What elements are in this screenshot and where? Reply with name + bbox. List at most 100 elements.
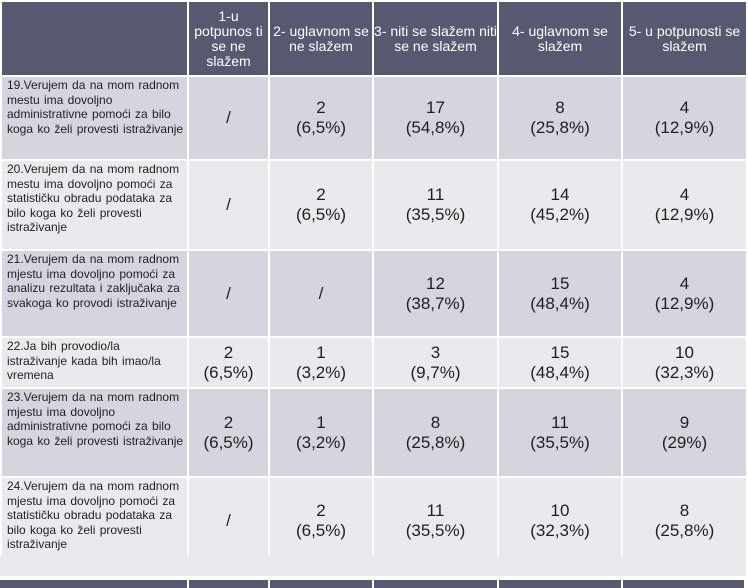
percent: (9,7%) xyxy=(410,362,461,382)
value-cell: 1 (3,2%) xyxy=(268,336,374,389)
count: 12 xyxy=(426,273,445,293)
value-cell: 15 (48,4%) xyxy=(497,249,623,338)
value-cell: / xyxy=(187,249,270,338)
count: 2 xyxy=(316,98,326,117)
value-cell: 15 (48,4%) xyxy=(497,336,623,389)
value-cell: 2 (6,5%) xyxy=(268,159,374,251)
percent: (25,8%) xyxy=(654,520,715,540)
value-cell: 11 (35,5%) xyxy=(372,476,499,565)
header-row: 1-u potpunos ti se ne slažem 2- uglavnom… xyxy=(0,0,748,77)
value-cell: 3 (9,7%) xyxy=(372,336,499,389)
percent: (48,4%) xyxy=(530,293,590,313)
percent: (6,5%) xyxy=(295,205,347,224)
statement-cell: 21.Verujem da na mom radnom mjestu ima d… xyxy=(0,249,189,338)
count: / xyxy=(226,283,231,303)
table-row: 19.Verujem da na mom radnom mestu ima do… xyxy=(0,75,748,161)
percent: (12,9%) xyxy=(654,205,715,224)
count: 2 xyxy=(223,342,234,362)
strip-segment xyxy=(270,580,374,588)
percent: (35,5%) xyxy=(405,520,466,540)
value-cell: 9 (29%) xyxy=(621,387,748,478)
strip-segment xyxy=(623,580,746,588)
next-table-header-strip xyxy=(0,580,746,588)
count: 4 xyxy=(679,98,690,117)
percent: (54,8%) xyxy=(405,118,466,137)
value-cell: 1 (3,2%) xyxy=(268,387,374,478)
table-bottom-spacer xyxy=(0,556,746,576)
count: 17 xyxy=(426,98,445,117)
value-cell: / xyxy=(187,159,270,251)
survey-table: 1-u potpunos ti se ne slažem 2- uglavnom… xyxy=(0,0,748,565)
percent: (35,5%) xyxy=(530,432,590,452)
header-col-3: 3- niti se slažem niti se ne slažem xyxy=(372,0,499,77)
count: 10 xyxy=(675,342,694,362)
header-col-5: 5- u potpunosti se slažem xyxy=(621,0,748,77)
strip-segment xyxy=(0,580,189,588)
statement-cell: 24.Verujem da na mom radnom mjestu ima d… xyxy=(0,476,189,565)
percent: (32,3%) xyxy=(654,362,715,382)
count: / xyxy=(226,108,231,127)
value-cell: 8 (25,8%) xyxy=(497,75,623,161)
percent: (25,8%) xyxy=(530,118,590,137)
count: 15 xyxy=(550,342,570,362)
percent: (29%) xyxy=(661,432,708,452)
value-cell: 2 (6,5%) xyxy=(187,387,270,478)
table-row: 24.Verujem da na mom radnom mjestu ima d… xyxy=(0,476,748,565)
value-cell: / xyxy=(187,75,270,161)
statement-cell: 19.Verujem da na mom radnom mestu ima do… xyxy=(0,75,189,161)
percent: (32,3%) xyxy=(530,520,590,540)
value-cell: 11 (35,5%) xyxy=(372,159,499,251)
value-cell: 14 (45,2%) xyxy=(497,159,623,251)
strip-segment xyxy=(499,580,623,588)
percent: (45,2%) xyxy=(530,205,590,224)
percent: (35,5%) xyxy=(405,205,466,224)
strip-segment xyxy=(374,580,499,588)
count: 9 xyxy=(679,412,690,432)
count: 4 xyxy=(679,185,690,204)
count: 11 xyxy=(551,412,569,432)
value-cell: / xyxy=(268,249,374,338)
count: 2 xyxy=(316,185,326,204)
value-cell: 11 (35,5%) xyxy=(497,387,623,478)
value-cell: 2 (6,5%) xyxy=(268,75,374,161)
count: / xyxy=(226,510,231,530)
header-col-2: 2- uglavnom se ne slažem xyxy=(268,0,374,77)
percent: (6,5%) xyxy=(203,362,254,382)
count: 11 xyxy=(426,185,445,204)
count: 11 xyxy=(426,500,445,520)
percent: (6,5%) xyxy=(295,118,347,137)
count: 1 xyxy=(316,412,326,432)
statement-cell: 22.Ja bih provodio/la istraživanje kada … xyxy=(0,336,189,389)
count: 2 xyxy=(316,500,326,520)
table-row: 20.Verujem da na mom radnom mestu ima do… xyxy=(0,159,748,251)
value-cell: 4 (12,9%) xyxy=(621,249,748,338)
count: 4 xyxy=(679,273,690,293)
value-cell: 4 (12,9%) xyxy=(621,75,748,161)
table-row: 21.Verujem da na mom radnom mjestu ima d… xyxy=(0,249,748,338)
value-cell: 4 (12,9%) xyxy=(621,159,748,251)
header-col-1: 1-u potpunos ti se ne slažem xyxy=(187,0,270,77)
count: 15 xyxy=(550,273,570,293)
count: 8 xyxy=(555,98,565,117)
count: 3 xyxy=(430,342,441,362)
count: 1 xyxy=(316,342,326,362)
percent: (6,5%) xyxy=(295,520,347,540)
count: 8 xyxy=(679,500,690,520)
table-row: 23.Verujem da na mom radnom mjestu ima d… xyxy=(0,387,748,478)
header-statement xyxy=(0,0,189,77)
value-cell: 17 (54,8%) xyxy=(372,75,499,161)
count: 10 xyxy=(550,500,570,520)
value-cell: 8 (25,8%) xyxy=(372,387,499,478)
header-col-4: 4- uglavnom se slažem xyxy=(497,0,623,77)
percent: (38,7%) xyxy=(405,293,466,313)
value-cell: 10 (32,3%) xyxy=(621,336,748,389)
value-cell: 8 (25,8%) xyxy=(621,476,748,565)
value-cell: 2 (6,5%) xyxy=(187,336,270,389)
percent: (48,4%) xyxy=(530,362,590,382)
percent: (3,2%) xyxy=(295,362,347,382)
value-cell: 2 (6,5%) xyxy=(268,476,374,565)
count: 14 xyxy=(550,185,570,204)
statement-cell: 20.Verujem da na mom radnom mestu ima do… xyxy=(0,159,189,251)
percent: (3,2%) xyxy=(295,432,347,452)
strip-segment xyxy=(189,580,270,588)
